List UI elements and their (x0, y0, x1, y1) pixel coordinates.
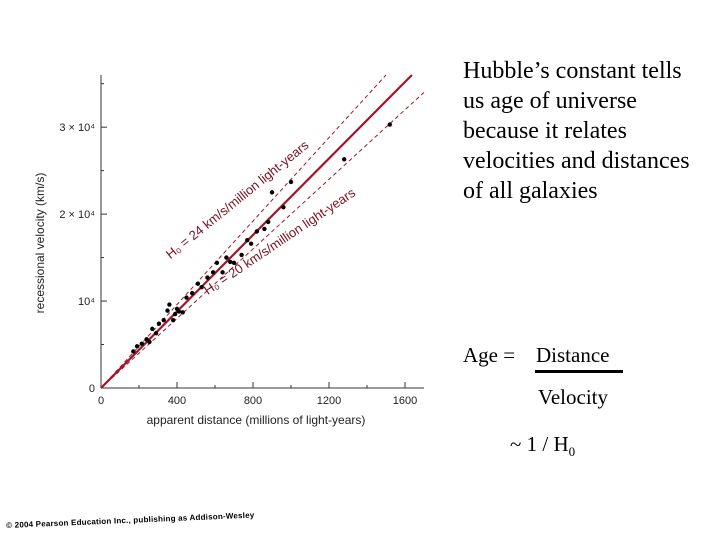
data-point (195, 281, 201, 286)
data-point (199, 284, 204, 290)
data-point (139, 341, 145, 346)
approx-text: ~ 1 / H (510, 432, 569, 456)
denominator-velocity: Velocity (538, 385, 608, 409)
data-point (220, 270, 225, 275)
numerator-distance: Distance (536, 343, 610, 367)
data-point (172, 311, 178, 317)
x-tick-label: 0 (98, 395, 104, 407)
data-point (184, 295, 189, 300)
data-point (167, 302, 172, 307)
y-tick-label: 0 (89, 383, 95, 395)
data-point (190, 291, 195, 296)
data-point (165, 308, 170, 313)
age-prefix: Age = (463, 343, 516, 367)
data-point (134, 344, 140, 349)
x-tick-label: 800 (244, 395, 262, 407)
data-point (171, 317, 176, 323)
data-point (342, 157, 347, 162)
hubble-chart: 0 400 800 1200 1600 0 10⁴ 2 × 10⁴ 3 × 10⁴ appare… (33, 74, 425, 427)
data-point (153, 331, 159, 336)
data-point (239, 252, 244, 258)
data-point (269, 190, 275, 195)
data-point (231, 260, 237, 265)
data-point (205, 275, 210, 280)
data-point (288, 179, 294, 185)
data-point (156, 321, 162, 326)
data-point (161, 317, 166, 323)
x-tick-label: 1600 (393, 395, 417, 407)
copyright-notice: © 2004 Pearson Education Inc., publishin… (6, 510, 255, 530)
data-point (266, 219, 271, 225)
fit-line-1 (100, 74, 387, 389)
data-point (387, 122, 392, 127)
y-axis-label: recessional velocity (km/s) (33, 173, 47, 314)
data-point (281, 204, 286, 210)
data-point (228, 259, 233, 265)
data-point (150, 326, 155, 332)
data-point (224, 255, 229, 260)
data-point (245, 237, 250, 243)
data-point (214, 260, 220, 265)
approx-subscript: 0 (568, 444, 576, 460)
x-tick-label: 1200 (317, 395, 341, 407)
x-tick-label: 400 (168, 395, 186, 407)
data-point (144, 337, 149, 342)
data-point (210, 270, 216, 275)
y-tick-label: 2 × 10⁴ (59, 209, 95, 221)
data-point (131, 349, 136, 354)
data-point (254, 229, 259, 234)
data-point (248, 241, 254, 246)
fraction-bar (535, 370, 623, 373)
explanation-paragraph: Hubble’s constant tells us age of univer… (463, 58, 690, 204)
y-tick-label: 3 × 10⁴ (59, 122, 95, 134)
fit-line-3 (100, 92, 425, 389)
data-point (176, 309, 182, 314)
y-tick-label: 10⁴ (78, 296, 95, 308)
x-axis-label: apparent distance (millions of light-yea… (147, 413, 366, 427)
data-point (180, 310, 185, 315)
approx-inverse-hubble: ~ 1 / H0 (510, 432, 575, 460)
data-point (147, 339, 152, 345)
data-point (262, 226, 267, 232)
